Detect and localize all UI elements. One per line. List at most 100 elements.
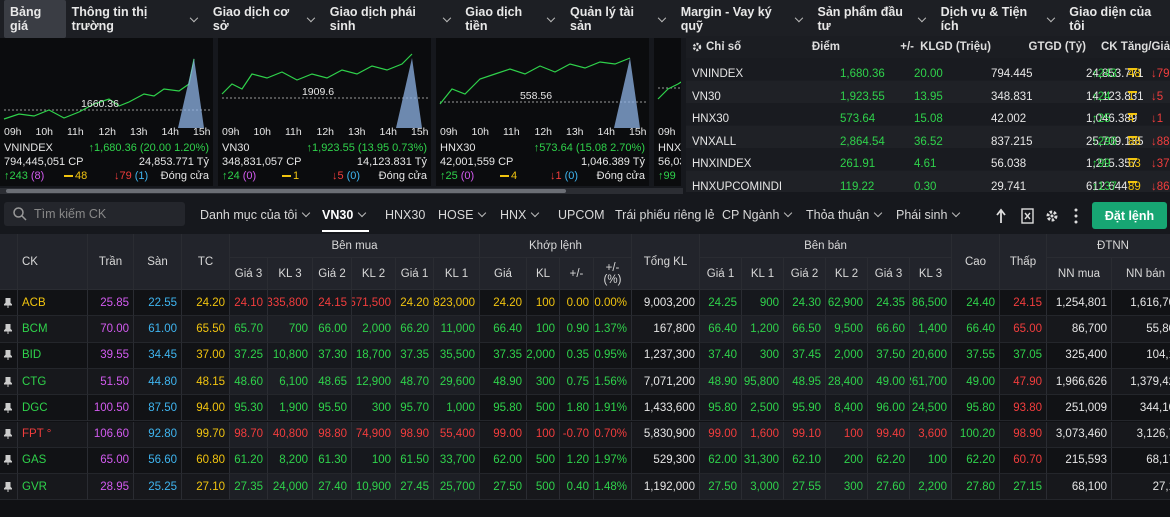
nav-item[interactable]: Bảng giá	[4, 0, 66, 38]
board-cell: -0.70	[560, 421, 594, 448]
board-cell: 100.20	[952, 421, 1000, 448]
index-panel[interactable]: 558.56 09h 10h 11h 12h 13h 14h 15h HNX30 ↑573.64 …	[436, 38, 649, 186]
index-panel[interactable]: 1909.6 09h 10h 11h 12h 13h 14h 15h VN30 ↑1,923.55…	[218, 38, 431, 186]
ref-bar	[1128, 181, 1137, 183]
index-row[interactable]: HNXUPCOMINDI 119.22 0.30 29.741 612.644 ↑137 8…	[686, 171, 1170, 192]
nav-item[interactable]: Giao dịch cơ sở	[207, 0, 324, 38]
chevron	[442, 13, 451, 22]
pin-icon[interactable]	[0, 474, 18, 501]
column-header: Tổng KL	[632, 234, 700, 290]
pin-icon[interactable]	[0, 368, 18, 396]
symbol: BID	[18, 342, 88, 369]
time-tick: 15h	[629, 126, 647, 138]
tab[interactable]: Danh mục của tôi	[200, 208, 313, 222]
board-cell: 62.20	[952, 447, 1000, 475]
pin	[4, 455, 12, 466]
sub-header: KL 2	[826, 258, 868, 290]
index-value: 348.831	[991, 90, 1033, 103]
board-cell: 98.70	[230, 421, 268, 448]
board-cell: 1,237,300	[632, 342, 700, 369]
pin-icon[interactable]	[0, 395, 18, 422]
scroll-thumb[interactable]	[6, 189, 566, 193]
chevron	[306, 13, 316, 22]
board-cell: 3,126,7	[1112, 421, 1170, 448]
board-cell: 100	[527, 421, 560, 448]
board-cell: 94.00	[182, 395, 230, 422]
toolbar: Tìm kiếm CK Đặt lệnh Danh mục của tôi VN3…	[0, 198, 1170, 232]
index-value: ↓1	[1151, 113, 1164, 126]
chevron	[874, 208, 883, 218]
board-cell: 37.00	[182, 342, 230, 369]
tab-label: Thỏa thuận	[806, 208, 870, 222]
tab[interactable]: Thỏa thuận	[806, 208, 885, 222]
pin-icon[interactable]	[0, 447, 18, 475]
chevron	[358, 208, 367, 218]
nav-item[interactable]: Quản lý tài sản	[564, 0, 675, 38]
tab[interactable]: HNX30	[385, 208, 425, 222]
board-cell: 100.50	[88, 395, 134, 422]
pin	[4, 323, 12, 334]
index-row[interactable]: VNXALL 2,864.54 36.52 837.215 25,709.135 ↑296…	[686, 125, 1170, 148]
nav-item[interactable]: Thông tin thị trường	[66, 0, 207, 38]
nav-item[interactable]: Dịch vụ & Tiện ích	[935, 0, 1064, 38]
board-cell: 65.00	[88, 447, 134, 475]
scrollbar[interactable]	[0, 188, 683, 194]
index-volume: 348,831,057 CP	[222, 156, 302, 168]
pin-icon[interactable]	[0, 316, 18, 343]
pin-icon[interactable]	[0, 290, 18, 317]
index-row[interactable]: VNINDEX 1,680.36 20.00 794.445 24,853.771 ↑24…	[686, 58, 1170, 80]
status: Đóng cửa	[378, 170, 427, 182]
order-button[interactable]: Đặt lệnh	[1092, 202, 1167, 229]
time-tick: 09h	[4, 126, 22, 138]
board-cell: 24.20	[480, 290, 527, 317]
board-cell: 24.30	[784, 290, 826, 317]
tool-icons[interactable]	[996, 207, 1086, 225]
tab[interactable]: Phái sinh	[896, 208, 963, 222]
index-panel[interactable]: 1660.36 09h 10h 11h 12h 13h 14h 15h VNINDEX ↑1,68…	[0, 38, 213, 186]
time-tick: 14h	[379, 126, 398, 138]
board-cell: 1,200	[742, 316, 784, 343]
tab-label: Phái sinh	[896, 208, 948, 222]
pin-icon[interactable]	[0, 421, 18, 448]
nav-label: Margin - Vay ký quỹ	[680, 5, 772, 33]
tab[interactable]: VN30	[322, 208, 370, 232]
board-cell: 0.00	[560, 290, 594, 317]
tab[interactable]: CP Ngành	[722, 208, 795, 222]
board-cell: 300	[742, 342, 784, 369]
time-tick: 10h	[471, 126, 490, 138]
tab[interactable]: Trái phiếu riêng lẻ	[615, 208, 715, 222]
pin-icon[interactable]	[0, 342, 18, 369]
nav-item[interactable]: Giao dịch tiền	[459, 0, 564, 38]
board-cell: -0.70%	[594, 421, 632, 448]
nav-item[interactable]: Giao dịch phái sinh	[324, 0, 459, 38]
board-cell: 65.70	[230, 316, 268, 343]
column-header: Cao	[952, 234, 1000, 290]
price-board: CK Trần Sàn TC Bên mua Khớp lệnh Tổng KL Bên bá…	[0, 234, 1170, 517]
board-cell: 24.10	[230, 290, 268, 317]
index-turnover: 24,853.771 Tỷ	[138, 156, 209, 168]
index-value: 25,709.135	[1086, 135, 1144, 148]
tab[interactable]: HNX	[500, 208, 542, 222]
nav-item[interactable]: Sản phẩm đầu tư	[812, 0, 935, 38]
nav-item[interactable]: Margin - Vay ký quỹ	[675, 0, 812, 38]
status: Đóng cửa	[160, 170, 209, 182]
nav-item[interactable]: Giao diện của tôi	[1063, 0, 1170, 38]
index-value: 0.30	[914, 181, 937, 192]
gear-icon	[692, 42, 702, 52]
index-turnover: 1,046.389 Tỷ	[580, 156, 645, 168]
board-cell: 34.45	[134, 342, 182, 369]
index-panel[interactable]: 09h HNXI 56,03 ↑99	[654, 38, 681, 186]
board-cell: 61.30	[313, 447, 352, 475]
index-row[interactable]: HNXINDEX 261.91 4.61 56.038 1,215.357 ↑99 63 ↓3…	[686, 148, 1170, 171]
tab[interactable]: HOSE	[438, 208, 489, 222]
tab[interactable]: UPCOM	[558, 208, 605, 222]
search-box[interactable]: Tìm kiếm CK	[4, 202, 185, 226]
column-header: CK	[18, 234, 88, 290]
board-cell: 25,700	[434, 474, 480, 501]
index-value: 837.215	[991, 135, 1033, 148]
board-cell: 300	[352, 395, 396, 422]
index-value: 29.741	[991, 181, 1027, 192]
index-row[interactable]: HNX30 573.64 15.08 42.002 1,046.389 ↑25 4 ↓1	[686, 103, 1170, 126]
index-row[interactable]: VN30 1,923.55 13.95 348.831 14,123.831 ↑24 1 ↓5	[686, 80, 1170, 103]
chevron	[784, 208, 793, 218]
